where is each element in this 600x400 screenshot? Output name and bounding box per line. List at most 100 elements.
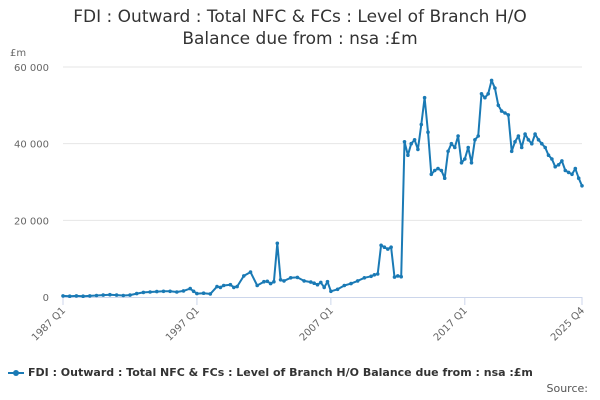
data-point[interactable]: [81, 294, 85, 299]
data-point[interactable]: [255, 283, 259, 288]
data-point[interactable]: [513, 140, 517, 144]
data-point[interactable]: [195, 291, 199, 296]
data-point[interactable]: [235, 284, 239, 289]
data-point[interactable]: [168, 289, 172, 294]
data-point[interactable]: [312, 281, 316, 286]
data-point[interactable]: [114, 293, 119, 297]
data-point[interactable]: [466, 145, 471, 150]
data-point[interactable]: [576, 176, 581, 180]
data-point[interactable]: [419, 122, 424, 127]
data-point[interactable]: [108, 292, 112, 297]
data-point[interactable]: [580, 184, 584, 188]
data-point[interactable]: [61, 294, 65, 298]
data-point[interactable]: [295, 275, 300, 280]
data-point[interactable]: [265, 279, 270, 284]
data-point[interactable]: [288, 276, 293, 280]
data-point[interactable]: [550, 157, 554, 161]
data-point[interactable]: [486, 92, 491, 96]
data-point[interactable]: [201, 291, 206, 296]
data-point[interactable]: [161, 289, 166, 294]
data-point[interactable]: [519, 145, 524, 150]
data-point[interactable]: [188, 286, 192, 291]
data-point[interactable]: [379, 243, 383, 248]
data-point[interactable]: [232, 285, 236, 290]
data-point[interactable]: [375, 272, 380, 276]
data-point[interactable]: [406, 153, 410, 157]
data-point[interactable]: [409, 141, 414, 146]
data-point[interactable]: [509, 149, 514, 154]
data-point[interactable]: [560, 159, 564, 163]
data-point[interactable]: [523, 132, 527, 136]
data-point[interactable]: [553, 164, 557, 169]
data-point[interactable]: [526, 138, 531, 142]
data-point[interactable]: [446, 149, 450, 154]
data-point[interactable]: [382, 245, 387, 249]
data-point[interactable]: [416, 147, 420, 152]
data-point[interactable]: [315, 282, 320, 287]
data-point[interactable]: [282, 279, 286, 283]
data-point[interactable]: [436, 166, 440, 171]
data-point[interactable]: [155, 289, 159, 294]
data-point[interactable]: [181, 289, 186, 293]
data-point[interactable]: [516, 134, 521, 138]
data-point[interactable]: [242, 274, 246, 278]
data-point[interactable]: [426, 130, 430, 134]
data-point[interactable]: [372, 273, 377, 277]
data-point[interactable]: [402, 140, 407, 144]
data-point[interactable]: [530, 141, 534, 146]
data-point[interactable]: [496, 103, 501, 108]
data-point[interactable]: [275, 241, 280, 246]
data-point[interactable]: [476, 134, 481, 138]
data-point[interactable]: [469, 161, 474, 165]
data-point[interactable]: [101, 293, 105, 297]
data-point[interactable]: [456, 134, 460, 138]
data-point[interactable]: [399, 274, 404, 279]
legend-item[interactable]: FDI : Outward : Total NFC & FCs : Level …: [8, 366, 533, 379]
data-point[interactable]: [67, 294, 72, 299]
data-point[interactable]: [191, 289, 196, 294]
data-point[interactable]: [473, 138, 477, 142]
data-point[interactable]: [349, 281, 353, 286]
data-point[interactable]: [389, 245, 393, 249]
data-point[interactable]: [121, 293, 126, 298]
data-point[interactable]: [268, 281, 273, 286]
data-point[interactable]: [208, 292, 213, 296]
data-point[interactable]: [218, 285, 223, 290]
data-point[interactable]: [432, 168, 437, 173]
data-point[interactable]: [369, 274, 373, 279]
data-point[interactable]: [248, 270, 253, 274]
data-point[interactable]: [386, 247, 390, 251]
data-point[interactable]: [422, 95, 427, 100]
data-point[interactable]: [439, 168, 444, 173]
data-point[interactable]: [546, 153, 551, 157]
data-point[interactable]: [536, 138, 541, 142]
data-point[interactable]: [362, 276, 367, 280]
data-point[interactable]: [396, 274, 400, 278]
data-point[interactable]: [392, 275, 397, 279]
data-point[interactable]: [503, 111, 507, 115]
data-point[interactable]: [335, 287, 340, 292]
data-point[interactable]: [148, 290, 152, 294]
data-point[interactable]: [319, 280, 323, 285]
data-point[interactable]: [453, 145, 457, 150]
data-point[interactable]: [329, 289, 333, 294]
data-point[interactable]: [175, 290, 179, 294]
data-point[interactable]: [355, 279, 360, 283]
data-point[interactable]: [489, 78, 494, 83]
data-point[interactable]: [459, 161, 464, 165]
data-point[interactable]: [309, 280, 313, 284]
data-point[interactable]: [325, 279, 330, 284]
data-point[interactable]: [442, 176, 447, 180]
data-point[interactable]: [533, 132, 537, 136]
data-point[interactable]: [342, 283, 347, 288]
data-point[interactable]: [566, 170, 571, 175]
data-point[interactable]: [493, 86, 497, 90]
data-point[interactable]: [573, 166, 578, 171]
data-point[interactable]: [506, 113, 511, 117]
data-point[interactable]: [141, 290, 146, 295]
data-point[interactable]: [429, 172, 434, 177]
data-point[interactable]: [563, 168, 568, 173]
data-point[interactable]: [540, 141, 544, 146]
data-point[interactable]: [278, 278, 283, 282]
data-point[interactable]: [134, 291, 139, 296]
